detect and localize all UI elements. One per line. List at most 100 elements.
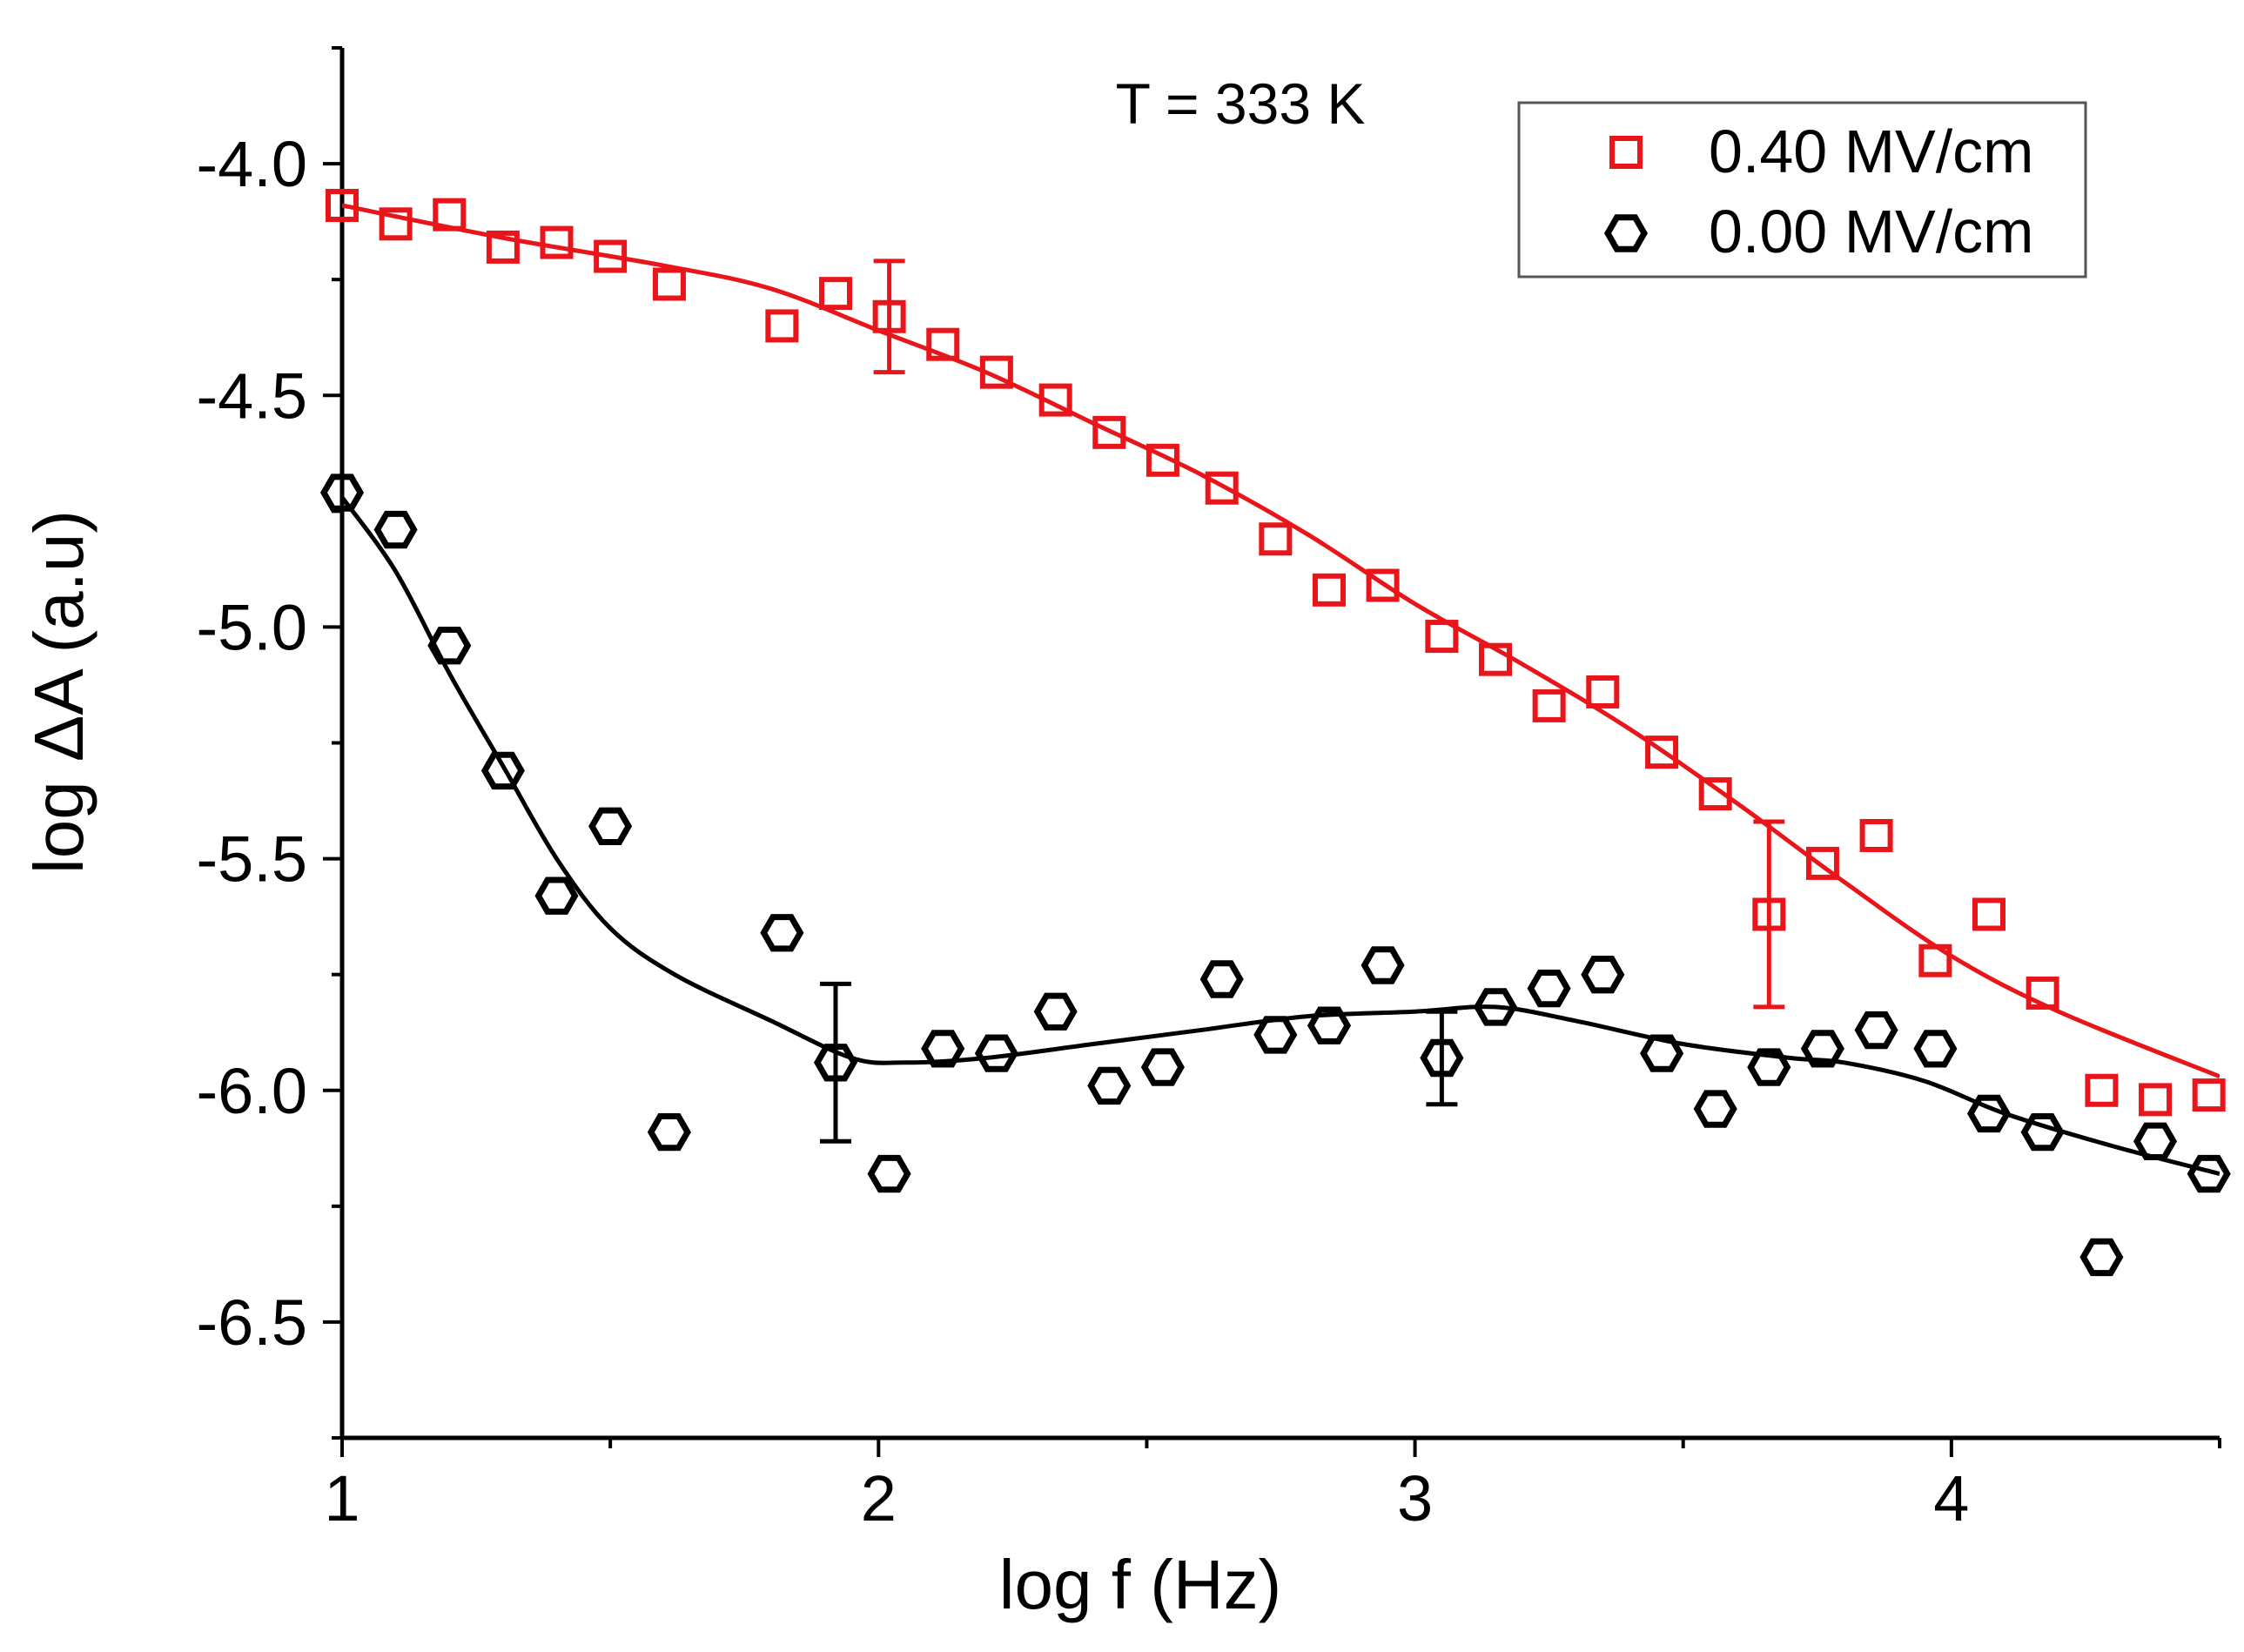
- data-point-0p40: [2085, 1073, 2119, 1107]
- legend-label-0p00: 0.00 MV/cm: [1709, 198, 2033, 265]
- data-point-0p00: [1693, 1090, 1737, 1128]
- data-point-0p00: [760, 914, 804, 952]
- data-point-0p40: [979, 355, 1013, 389]
- data-point-0p40: [1532, 688, 1566, 722]
- data-point-0p40: [1479, 642, 1513, 676]
- legend-square-symbol: [1609, 136, 1643, 169]
- data-point-0p00: [867, 1154, 911, 1193]
- data-point-0p40: [1698, 777, 1732, 811]
- data-point-0p00: [427, 627, 472, 665]
- x-tick-label: 1: [324, 1462, 359, 1534]
- data-point-0p00: [921, 1030, 965, 1068]
- data-points-layer: [319, 188, 2231, 1277]
- data-point-0p00: [1747, 1048, 1791, 1086]
- data-point-0p00: [1854, 1011, 1898, 1050]
- data-point-0p40: [1205, 471, 1239, 505]
- data-point-0p40: [326, 188, 359, 222]
- data-point-0p40: [1805, 846, 1839, 880]
- data-point-0p40: [1972, 897, 2005, 931]
- data-point-0p40: [1859, 818, 1893, 852]
- data-point-0p00: [1140, 1048, 1185, 1086]
- data-point-0p00: [1087, 1066, 1132, 1105]
- data-point-0p40: [1645, 735, 1679, 769]
- data-point-0p40: [1312, 573, 1346, 607]
- x-tick-label: 3: [1397, 1462, 1433, 1534]
- error-bar-0p00: [819, 981, 851, 1144]
- data-point-0p40: [540, 225, 574, 259]
- data-point-0p40: [818, 277, 852, 311]
- error-bar-0p00: [1426, 1009, 1458, 1107]
- x-tick-label: 4: [1933, 1462, 1969, 1534]
- data-point-0p00: [480, 751, 525, 790]
- y-axis-title: log ΔA (a.u): [20, 510, 97, 874]
- error-bars-layer: [819, 259, 1785, 1144]
- error-bar-0p40: [873, 259, 905, 375]
- data-point-0p40: [926, 327, 960, 361]
- data-point-0p00: [534, 876, 579, 915]
- data-point-0p00: [1581, 956, 1625, 994]
- axes-layer: 1 2 3 4 -4.0 -4.5 -5.0 -5.5 -6.0 -6.5: [196, 46, 2221, 1534]
- data-point-0p00: [373, 510, 418, 549]
- data-point-0p40: [594, 239, 628, 273]
- y-tick-label: -4.5: [196, 359, 307, 432]
- data-point-0p40: [433, 198, 467, 232]
- data-point-0p00: [1033, 992, 1078, 1031]
- data-point-0p40: [1366, 568, 1400, 602]
- data-point-0p00: [813, 1044, 858, 1082]
- y-tick-label: -4.0: [196, 128, 307, 200]
- fit-lines-layer: [342, 203, 2220, 1176]
- data-point-0p00: [588, 807, 633, 845]
- data-point-0p40: [1586, 675, 1620, 708]
- x-tick-label: 2: [861, 1462, 897, 1534]
- data-point-0p00: [2020, 1113, 2065, 1152]
- data-point-0p00: [1800, 1030, 1844, 1068]
- data-point-0p40: [2139, 1083, 2173, 1117]
- legend-label-0p40: 0.40 MV/cm: [1709, 118, 2033, 185]
- data-point-0p00: [1420, 1038, 1464, 1078]
- data-point-0p00: [1473, 988, 1518, 1026]
- legend-marker-0p00: [1603, 214, 1649, 252]
- data-point-0p00: [647, 1113, 691, 1152]
- data-point-0p00: [1307, 1006, 1352, 1044]
- temperature-annotation: T = 333 K: [1116, 71, 1366, 136]
- data-point-0p40: [872, 299, 906, 333]
- data-point-0p00: [1640, 1034, 1684, 1072]
- data-point-0p40: [486, 230, 520, 264]
- data-point-0p00: [1966, 1094, 2012, 1133]
- x-axis-title: log f (Hz): [999, 1546, 1282, 1623]
- fit-line-0p40: [342, 203, 2220, 1079]
- legend-marker-0p40: [1609, 136, 1643, 169]
- data-point-0p40: [652, 267, 686, 301]
- data-point-0p40: [1146, 443, 1179, 477]
- data-point-0p40: [2026, 976, 2059, 1010]
- data-point-0p40: [1425, 620, 1459, 654]
- data-point-0p40: [2192, 1078, 2226, 1112]
- data-point-0p40: [1918, 944, 1952, 977]
- data-point-0p40: [765, 309, 799, 343]
- data-point-0p00: [2079, 1238, 2124, 1277]
- error-bar-0p40: [1753, 819, 1785, 1010]
- data-point-0p00: [1527, 970, 1571, 1008]
- data-point-0p40: [1092, 415, 1126, 449]
- data-point-0p00: [2187, 1154, 2231, 1193]
- y-tick-label: -5.5: [196, 823, 307, 896]
- data-point-0p40: [1259, 522, 1293, 556]
- legend-hexagon-symbol: [1603, 214, 1649, 252]
- data-point-0p00: [974, 1034, 1018, 1072]
- y-tick-label: -6.5: [196, 1286, 307, 1359]
- data-point-0p00: [1253, 1016, 1298, 1054]
- data-point-0p40: [379, 207, 413, 241]
- fit-line-0p00: [342, 495, 2220, 1176]
- legend: 0.40 MV/cm 0.00 MV/cm: [1517, 101, 2087, 279]
- data-point-0p00: [1913, 1030, 1958, 1068]
- data-point-0p00: [1199, 960, 1244, 998]
- data-point-0p00: [319, 473, 365, 512]
- data-point-0p00: [2133, 1122, 2178, 1160]
- data-point-0p40: [1752, 897, 1786, 931]
- data-point-0p40: [1038, 383, 1072, 417]
- y-tick-label: -5.0: [196, 591, 307, 663]
- data-point-0p00: [1361, 946, 1405, 984]
- y-tick-label: -6.0: [196, 1055, 307, 1127]
